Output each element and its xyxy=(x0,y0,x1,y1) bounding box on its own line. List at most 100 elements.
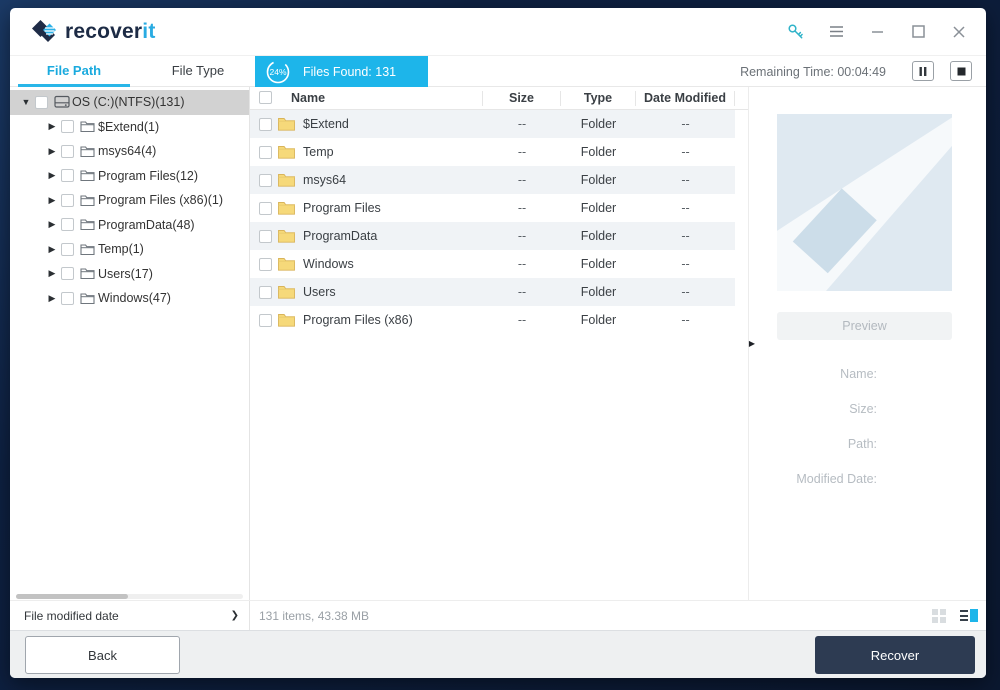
checkbox[interactable] xyxy=(61,120,74,134)
select-all-checkbox[interactable] xyxy=(259,90,272,104)
chevron-right-icon[interactable]: ▶ xyxy=(48,268,56,279)
checkbox[interactable] xyxy=(61,218,74,232)
preview-panel: Preview Name: Size: Path: Modified Date: xyxy=(755,87,986,600)
checkbox[interactable] xyxy=(61,291,74,305)
collapse-right-icon[interactable]: ▶ xyxy=(748,339,756,348)
folder-tree-panel: ▼ OS (C:)(NTFS)(131) ▶ $Extend(1) ▶ msys… xyxy=(10,87,250,600)
column-header-size[interactable]: Size xyxy=(483,90,561,106)
chevron-right-icon[interactable]: ❯ xyxy=(230,610,239,621)
activation-key-icon[interactable] xyxy=(786,23,804,41)
chevron-right-icon[interactable]: ▶ xyxy=(48,243,56,254)
tree-item[interactable]: ▶ Program Files(12) xyxy=(10,164,249,189)
menu-icon[interactable] xyxy=(827,23,845,41)
file-type: Folder xyxy=(580,145,617,159)
tree-item[interactable]: ▶ Temp(1) xyxy=(10,237,249,262)
checkbox[interactable] xyxy=(61,144,74,158)
table-row[interactable]: Temp -- Folder -- xyxy=(250,138,735,166)
footer-bar: Back Recover xyxy=(10,630,986,678)
scrollbar-thumb[interactable] xyxy=(16,594,128,599)
file-name: ProgramData xyxy=(303,229,378,243)
recover-button[interactable]: Recover xyxy=(815,636,975,674)
maximize-icon[interactable] xyxy=(909,23,927,41)
column-header-date-modified[interactable]: Date Modified xyxy=(636,90,735,106)
app-name: recoverit xyxy=(65,19,156,43)
table-row[interactable]: ProgramData -- Folder -- xyxy=(250,222,735,250)
checkbox[interactable] xyxy=(35,95,48,109)
file-name: Temp xyxy=(303,145,334,159)
folder-icon xyxy=(278,257,295,271)
tree-item[interactable]: ▶ Program Files (x86)(1) xyxy=(10,188,249,213)
column-header-name[interactable]: Name xyxy=(250,90,483,106)
pause-scan-button[interactable] xyxy=(912,61,934,81)
minimize-icon[interactable] xyxy=(868,23,886,41)
tree-item[interactable]: ▶ Windows(47) xyxy=(10,286,249,311)
items-summary: 131 items, 43.38 MB xyxy=(259,608,370,623)
chevron-right-icon[interactable]: ▶ xyxy=(48,121,56,132)
folder-icon xyxy=(278,313,295,327)
table-row[interactable]: Program Files -- Folder -- xyxy=(250,194,735,222)
checkbox[interactable] xyxy=(259,173,272,187)
table-row[interactable]: Windows -- Folder -- xyxy=(250,250,735,278)
tree-item[interactable]: ▶ $Extend(1) xyxy=(10,115,249,140)
file-date: -- xyxy=(681,201,690,215)
stop-scan-button[interactable] xyxy=(950,61,972,81)
file-date: -- xyxy=(681,229,690,243)
drive-icon xyxy=(54,95,72,109)
checkbox[interactable] xyxy=(61,169,74,183)
back-button[interactable]: Back xyxy=(25,636,180,674)
table-row[interactable]: Program Files (x86) -- Folder -- xyxy=(250,306,735,334)
checkbox[interactable] xyxy=(259,229,272,243)
chevron-right-icon[interactable]: ▶ xyxy=(48,219,56,230)
chevron-right-icon[interactable]: ▶ xyxy=(48,292,56,303)
chevron-right-icon[interactable]: ▶ xyxy=(48,170,56,181)
close-icon[interactable] xyxy=(950,23,968,41)
tree-item[interactable]: ▶ ProgramData(48) xyxy=(10,213,249,238)
file-type: Folder xyxy=(580,313,617,327)
tree-item-label: $Extend(1) xyxy=(98,119,160,134)
chevron-right-icon[interactable]: ▶ xyxy=(48,194,56,205)
detail-view-icon[interactable] xyxy=(960,609,978,622)
column-header-type[interactable]: Type xyxy=(561,90,636,106)
thumbnail-view-icon[interactable] xyxy=(932,608,946,623)
checkbox[interactable] xyxy=(259,257,272,271)
file-name: Program Files xyxy=(303,201,381,215)
file-date: -- xyxy=(681,313,690,327)
chevron-down-icon[interactable]: ▼ xyxy=(21,97,31,108)
folder-icon xyxy=(80,169,98,182)
panel-splitter[interactable]: ▶ xyxy=(748,87,755,600)
checkbox[interactable] xyxy=(259,201,272,215)
file-size: -- xyxy=(517,201,527,215)
checkbox[interactable] xyxy=(259,145,272,159)
status-bar: File modified date ❯ 131 items, 43.38 MB xyxy=(10,594,986,630)
checkbox[interactable] xyxy=(61,193,74,207)
checkbox[interactable] xyxy=(61,242,74,256)
checkbox[interactable] xyxy=(259,285,272,299)
tree-item[interactable]: ▶ msys64(4) xyxy=(10,139,249,164)
file-type: Folder xyxy=(580,257,617,271)
file-size: -- xyxy=(517,229,527,243)
horizontal-scrollbar[interactable] xyxy=(16,594,243,599)
checkbox[interactable] xyxy=(259,313,272,327)
preview-button[interactable]: Preview xyxy=(777,312,952,340)
file-table: Name Size Type Date Modified $Extend -- … xyxy=(250,87,748,600)
tab-file-path[interactable]: File Path xyxy=(18,56,130,87)
folder-icon xyxy=(80,292,98,305)
folder-icon xyxy=(278,117,295,131)
file-size: -- xyxy=(517,145,527,159)
tab-file-type[interactable]: File Type xyxy=(171,63,225,78)
table-row[interactable]: msys64 -- Folder -- xyxy=(250,166,735,194)
logo-mark-icon xyxy=(32,20,56,42)
table-row[interactable]: Users -- Folder -- xyxy=(250,278,735,306)
column-header-label: Name xyxy=(291,90,326,105)
tree-item-label: Program Files(12) xyxy=(98,168,199,183)
tree-item-drive[interactable]: ▼ OS (C:)(NTFS)(131) xyxy=(10,90,249,115)
tree-item-label: Users(17) xyxy=(98,266,153,281)
filter-file-modified-date[interactable]: File modified date ❯ xyxy=(10,601,249,630)
checkbox[interactable] xyxy=(259,117,272,131)
tree-item[interactable]: ▶ Users(17) xyxy=(10,262,249,287)
chevron-right-icon[interactable]: ▶ xyxy=(48,145,56,156)
table-row[interactable]: $Extend -- Folder -- xyxy=(250,110,735,138)
file-date: -- xyxy=(681,117,690,131)
checkbox[interactable] xyxy=(61,267,74,281)
app-logo: recoverit xyxy=(30,18,156,45)
